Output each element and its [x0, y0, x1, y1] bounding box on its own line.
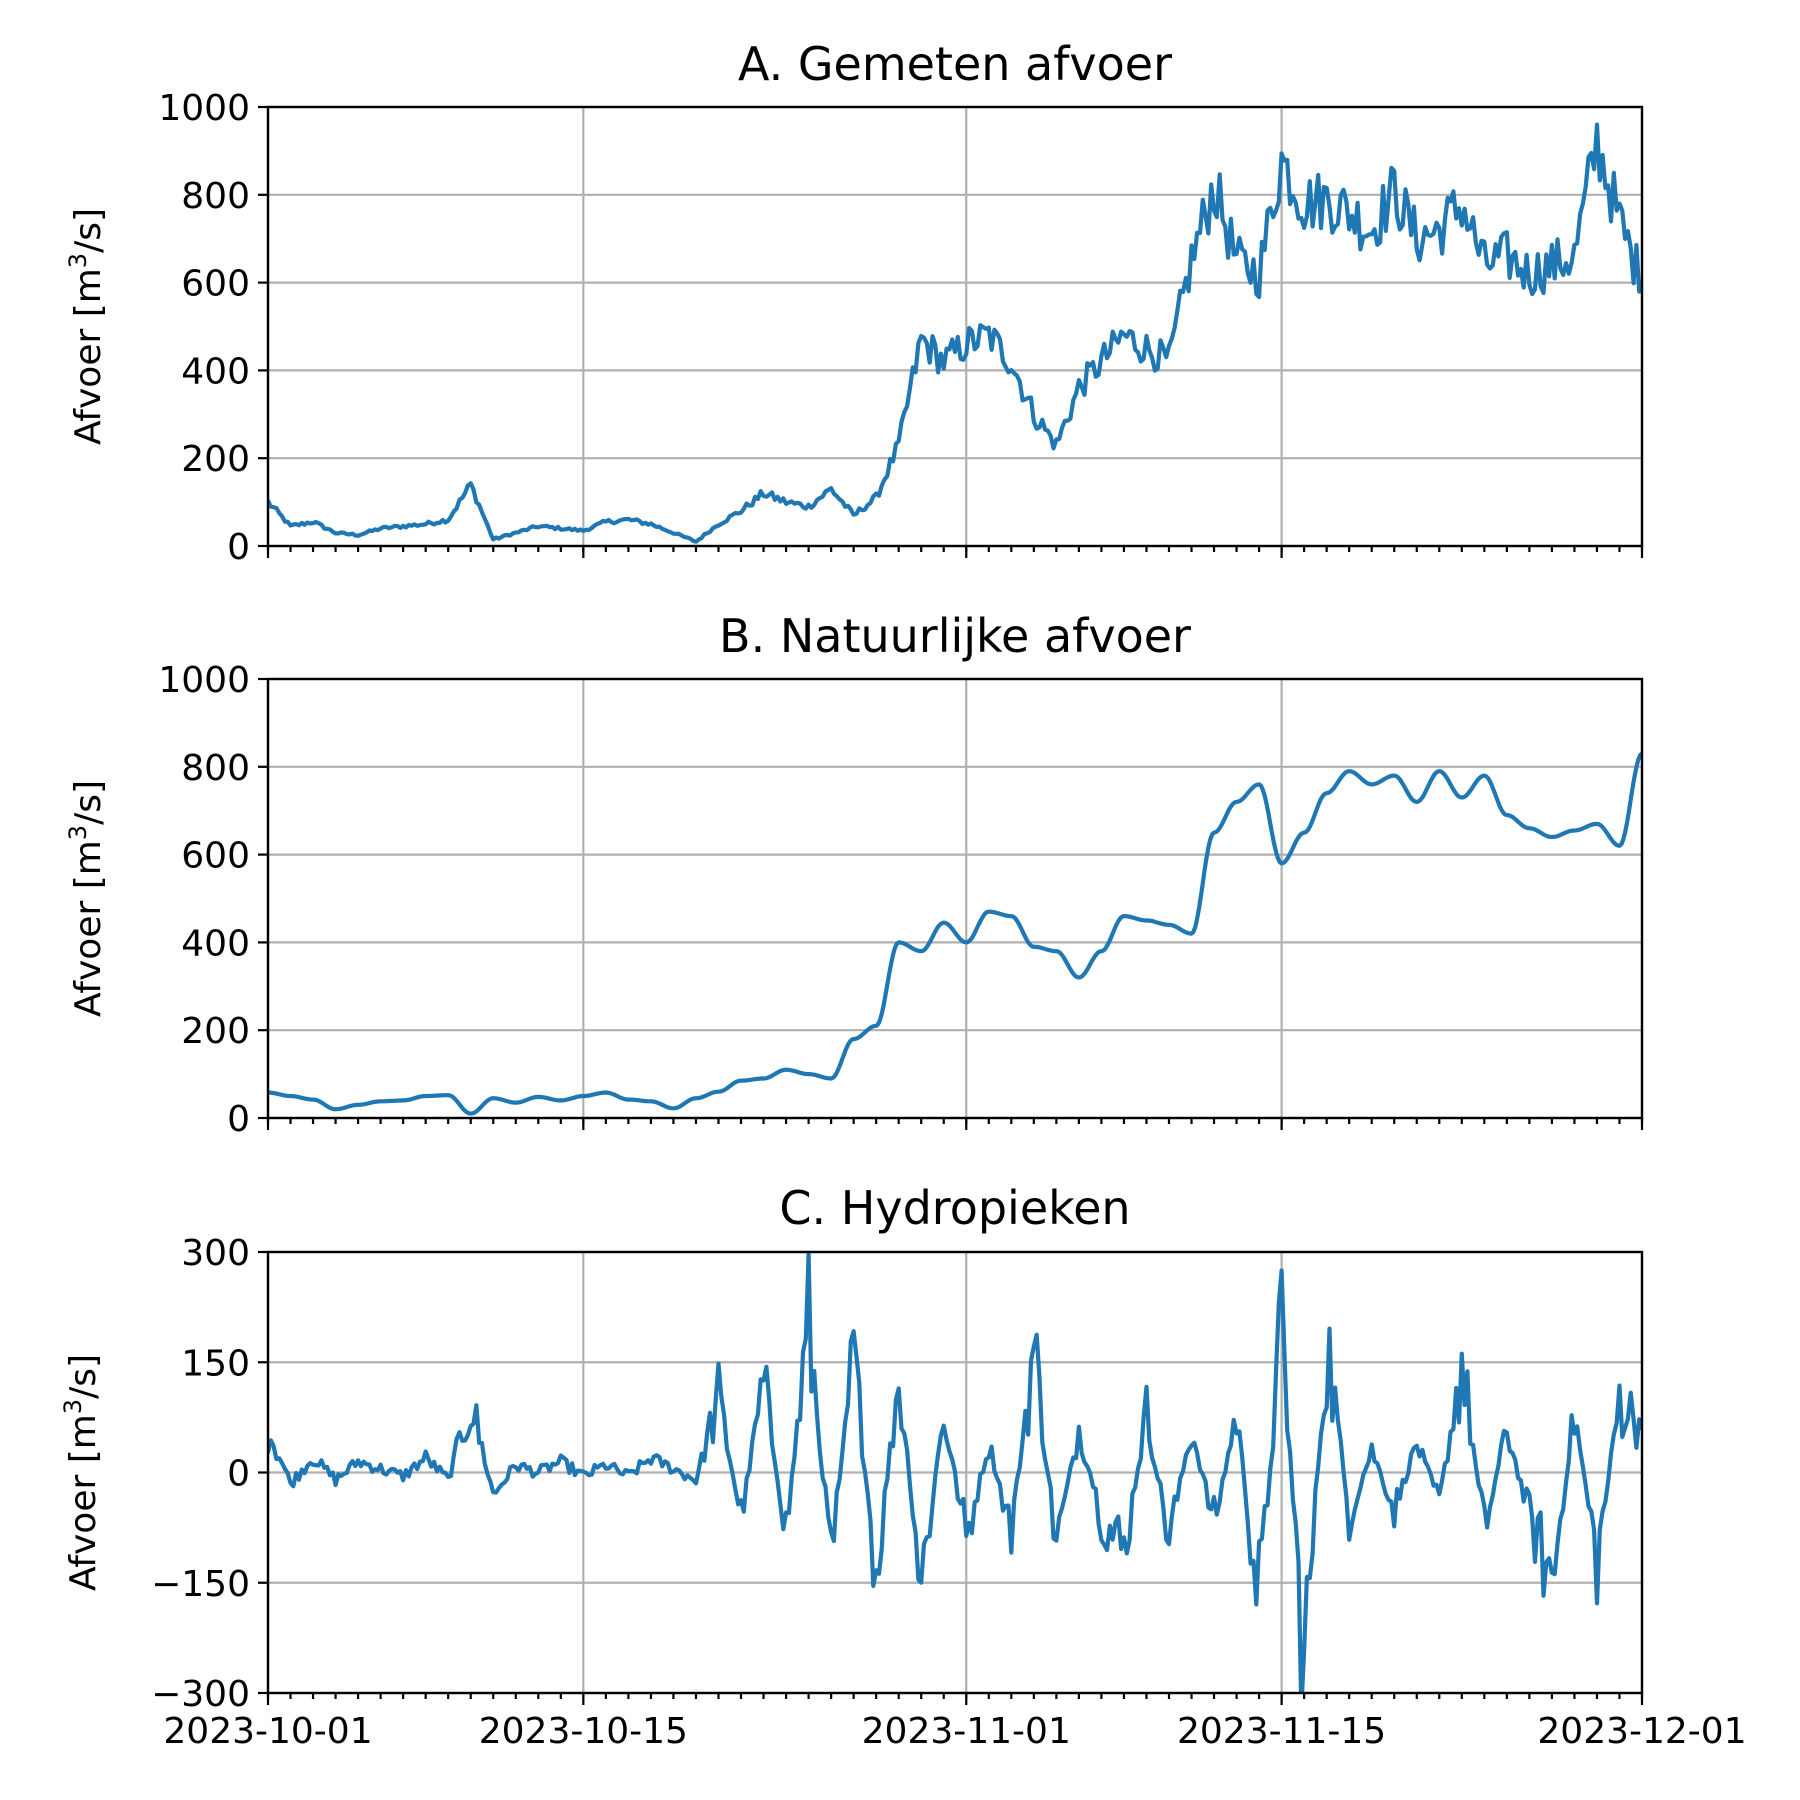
- x-tick-label: 2023-11-15: [1177, 1711, 1386, 1752]
- axes-frame: [266, 677, 1644, 1120]
- y-axis-label-unit: /s]: [68, 208, 109, 253]
- y-axis-label-text: Afvoer [m: [68, 840, 109, 1017]
- y-tick-label: 150: [181, 1343, 250, 1384]
- panel-c-hydropeaks: −300 −150 0 150 300 2023-10-01 2023-10-15 2023-…: [59, 1181, 1747, 1752]
- y-axis-label: Afvoer [m3/s]: [64, 780, 109, 1017]
- y-tick-label: 1000: [158, 88, 250, 129]
- y-tick-label: 200: [181, 439, 250, 480]
- series-line: [268, 751, 1642, 1116]
- y-tick-label: 600: [181, 264, 250, 305]
- y-axis-label-superscript: 3: [64, 825, 92, 840]
- y-axis-label-text: Afvoer [m: [63, 1414, 104, 1591]
- panel-b-natural-discharge: 0 200 400 600 800 1000 B. Natuurlijke afvoer Af…: [64, 609, 1644, 1140]
- panel-a-measured-discharge: 0 200 400 600 800 1000 A. Gemeten afvoer Afvoer…: [64, 37, 1644, 568]
- y-tick-label: 0: [227, 1099, 250, 1140]
- y-axis-label: Afvoer [m3/s]: [64, 208, 109, 445]
- y-tick-label: 600: [181, 836, 250, 877]
- y-tick-label: −300: [151, 1674, 250, 1715]
- y-tick-label: 800: [181, 176, 250, 217]
- y-tick-label: 1000: [158, 660, 250, 701]
- x-tick-label: 2023-11-01: [862, 1711, 1071, 1752]
- y-tick-label: 0: [227, 527, 250, 568]
- axes-frame: [266, 105, 1644, 548]
- x-tick-label: 2023-10-15: [479, 1711, 688, 1752]
- y-tick-label: 0: [227, 1454, 250, 1495]
- y-tick-label: 300: [181, 1233, 250, 1274]
- x-tick-label: 2023-10-01: [163, 1711, 372, 1752]
- y-axis-label-text: Afvoer [m: [68, 268, 109, 445]
- series-line: [268, 1252, 1642, 1693]
- y-axis-label-superscript: 3: [59, 1399, 87, 1414]
- y-tick-label: 800: [181, 748, 250, 789]
- y-tick-label: −150: [151, 1564, 250, 1605]
- y-axis-label-unit: /s]: [63, 1354, 104, 1399]
- panel-title: C. Hydropieken: [779, 1181, 1130, 1235]
- y-axis-label-unit: /s]: [68, 780, 109, 825]
- y-axis-label: Afvoer [m3/s]: [59, 1354, 104, 1591]
- y-tick-label: 400: [181, 923, 250, 964]
- x-tick-label: 2023-12-01: [1537, 1711, 1746, 1752]
- panel-title: B. Natuurlijke afvoer: [719, 609, 1191, 663]
- y-tick-label: 400: [181, 351, 250, 392]
- series-line: [268, 122, 1642, 544]
- panel-title: A. Gemeten afvoer: [738, 37, 1172, 91]
- y-tick-label: 200: [181, 1011, 250, 1052]
- y-axis-label-superscript: 3: [64, 253, 92, 268]
